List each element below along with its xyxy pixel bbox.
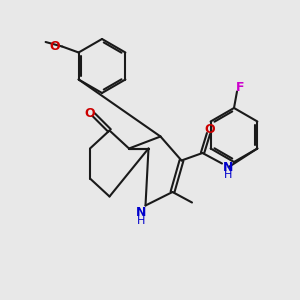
Text: O: O xyxy=(205,123,215,136)
Text: H: H xyxy=(137,215,145,226)
Text: O: O xyxy=(49,40,60,53)
Text: N: N xyxy=(136,206,146,220)
Text: N: N xyxy=(223,160,233,174)
Text: F: F xyxy=(236,81,244,94)
Text: O: O xyxy=(85,106,95,120)
Text: H: H xyxy=(224,170,232,180)
